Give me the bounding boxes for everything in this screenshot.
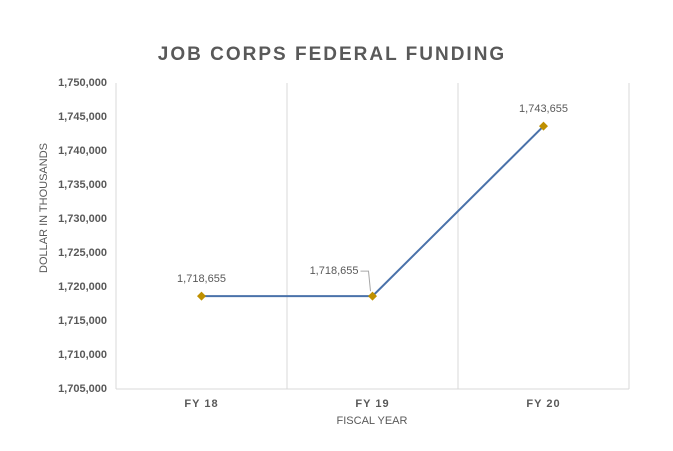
y-tick-label: 1,725,000 bbox=[58, 247, 107, 259]
y-tick-label: 1,710,000 bbox=[58, 349, 107, 361]
y-axis-title: DOLLAR IN THOUSANDS bbox=[38, 143, 50, 273]
leader-line bbox=[360, 270, 371, 292]
x-tick-label: FY 19 bbox=[355, 398, 389, 410]
y-tick-label: 1,715,000 bbox=[58, 315, 107, 327]
x-tick-label: FY 18 bbox=[184, 398, 218, 410]
data-label: 1,743,655 bbox=[519, 103, 568, 115]
y-tick-label: 1,720,000 bbox=[58, 281, 107, 293]
y-tick-label: 1,750,000 bbox=[58, 77, 107, 89]
y-tick-label: 1,730,000 bbox=[58, 213, 107, 225]
marker bbox=[539, 121, 548, 131]
y-tick-label: 1,740,000 bbox=[58, 145, 107, 157]
line bbox=[201, 125, 545, 298]
data-label: 1,718,655 bbox=[310, 265, 359, 277]
x-tick-label: FY 20 bbox=[526, 398, 560, 410]
y-tick-label: 1,745,000 bbox=[58, 111, 107, 123]
chart-title: JOB CORPS FEDERAL FUNDING bbox=[158, 44, 506, 65]
marker bbox=[197, 291, 206, 301]
y-tick-label: 1,705,000 bbox=[58, 383, 107, 395]
x-axis-title: FISCAL YEAR bbox=[337, 415, 408, 427]
y-tick-label: 1,735,000 bbox=[58, 179, 107, 191]
marker bbox=[368, 291, 377, 301]
data-label: 1,718,655 bbox=[177, 273, 226, 285]
